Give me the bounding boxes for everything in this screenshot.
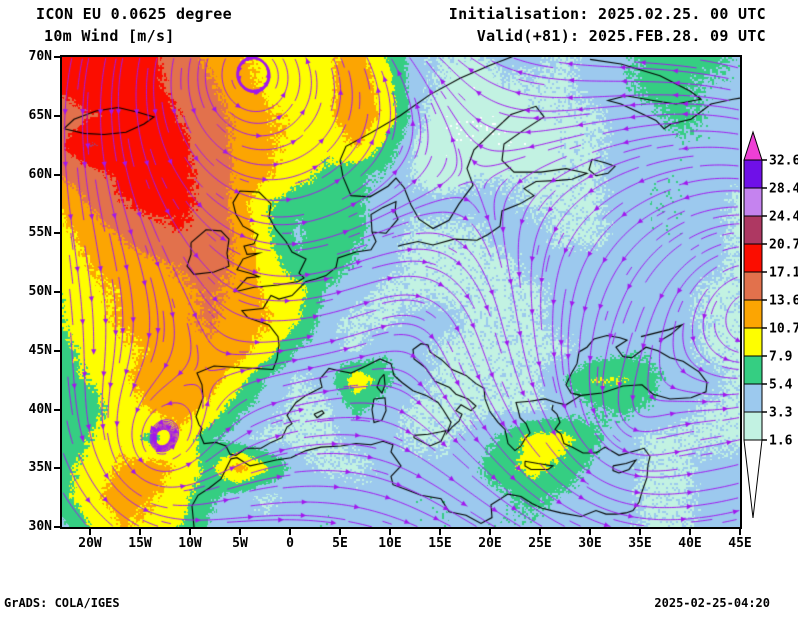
lat-tick-label: 30N <box>28 519 52 534</box>
lon-tick-label: 0 <box>286 536 294 551</box>
lat-tick-label: 35N <box>28 460 52 476</box>
lon-tick-label: 10E <box>378 536 402 551</box>
initialisation-time: Initialisation: 2025.02.25. 00 UTC <box>448 5 766 23</box>
lat-tick-label: 50N <box>28 284 52 299</box>
lon-tick-label: 10W <box>178 536 202 551</box>
legend-box <box>743 187 763 217</box>
lat-tick-label: 70N <box>28 49 52 64</box>
wind-map-canvas <box>62 57 740 527</box>
legend-box <box>743 271 763 301</box>
legend-box <box>743 299 763 329</box>
legend-label: 3.3 <box>769 406 792 421</box>
lon-tick-mark <box>339 529 341 535</box>
legend-tail-bottom <box>743 439 763 519</box>
legend-label: 10.7 <box>769 322 798 337</box>
lat-tick-mark <box>54 56 60 58</box>
lat-tick-label: 40N <box>28 401 52 417</box>
wind-speed-legend: 32.6 28.4 24.4 20.7 17.1 13.6 10.7 7.9 5.4 3.3 1.6 <box>743 130 798 519</box>
legend-box <box>743 411 763 441</box>
lon-tick-label: 5E <box>332 536 348 551</box>
legend-box <box>743 383 763 413</box>
lat-tick-label: 45N <box>28 342 52 358</box>
lon-tick-label: 15E <box>428 536 452 551</box>
lon-tick-label: 45E <box>728 536 752 551</box>
lon-tick-mark <box>239 529 241 535</box>
lon-tick-mark <box>389 529 391 535</box>
lon-tick-mark <box>639 529 641 535</box>
lat-tick-mark <box>54 114 60 117</box>
lon-tick-label: 20E <box>478 536 502 551</box>
legend-box <box>743 215 763 245</box>
lon-tick-mark <box>439 529 441 535</box>
legend-label: 28.4 <box>769 182 798 197</box>
legend-arrow-top <box>743 130 763 161</box>
lat-tick-label: 60N <box>28 166 52 182</box>
lat-tick-mark <box>54 349 60 352</box>
lon-tick-label: 35E <box>628 536 652 551</box>
lat-tick-label: 55N <box>28 225 52 241</box>
lat-tick-mark <box>54 408 60 411</box>
lon-tick-mark <box>489 529 491 535</box>
lat-tick-mark <box>54 526 60 528</box>
lon-tick-label: 25E <box>528 536 552 551</box>
legend-label: 24.4 <box>769 210 798 225</box>
lon-tick-label: 5W <box>232 536 248 551</box>
valid-time: Valid(+81): 2025.FEB.28. 09 UTC <box>476 27 766 45</box>
lon-tick-label: 15W <box>128 536 152 551</box>
lon-tick-label: 30E <box>578 536 602 551</box>
lat-tick-label: 65N <box>28 107 52 123</box>
lon-tick-label: 40E <box>678 536 702 551</box>
legend-label: 17.1 <box>769 266 798 281</box>
legend-label: 20.7 <box>769 238 798 253</box>
grads-credit: GrADS: COLA/IGES <box>4 596 120 610</box>
lat-tick-mark <box>54 291 60 293</box>
legend-label: 32.6 <box>769 154 798 169</box>
lon-tick-mark <box>589 529 591 535</box>
lon-tick-mark <box>189 529 191 535</box>
field-title: 10m Wind [m/s] <box>44 27 175 45</box>
lon-tick-mark <box>139 529 141 535</box>
lon-tick-mark <box>539 529 541 535</box>
model-title: ICON EU 0.0625 degree <box>36 5 232 23</box>
legend-box <box>743 159 763 189</box>
creation-timestamp: 2025-02-25-04:20 <box>654 596 770 610</box>
lon-tick-mark <box>739 529 741 535</box>
lon-tick-mark <box>89 529 91 535</box>
lat-tick-mark <box>54 232 60 235</box>
legend-label: 5.4 <box>769 378 793 393</box>
legend-box <box>743 243 763 273</box>
lon-tick-label: 20W <box>78 536 102 551</box>
legend-label: 1.6 <box>769 434 793 449</box>
lat-tick-mark <box>54 467 60 470</box>
legend-box <box>743 327 763 357</box>
legend-label: 13.6 <box>769 294 798 309</box>
lon-tick-mark <box>689 529 691 535</box>
legend-label: 7.9 <box>769 350 792 365</box>
lat-tick-mark <box>54 173 60 176</box>
lon-tick-mark <box>289 529 291 535</box>
legend-box <box>743 355 763 385</box>
